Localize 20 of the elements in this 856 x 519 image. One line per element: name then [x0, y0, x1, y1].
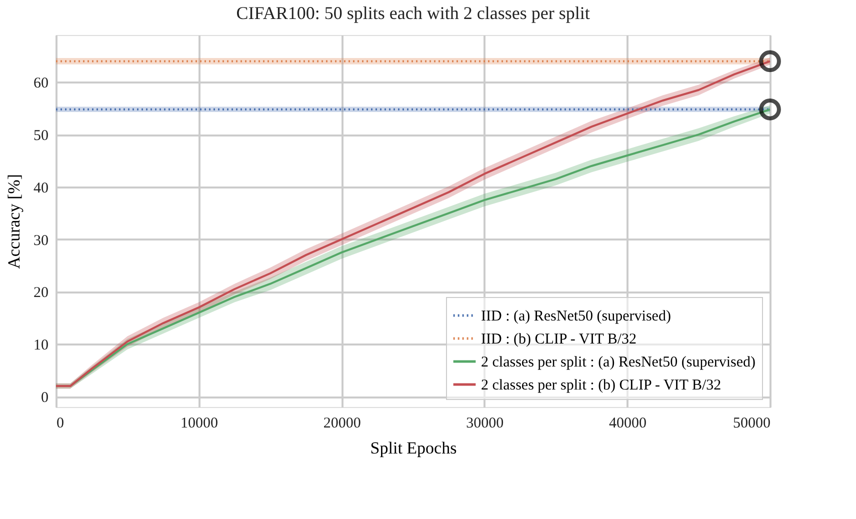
legend-label: IID : (a) ResNet50 (supervised) [481, 308, 671, 324]
y-tick-label: 40 [34, 180, 48, 196]
legend-label: 2 classes per split : (b) CLIP - VIT B/32 [481, 378, 722, 394]
legend-label: IID : (b) CLIP - VIT B/32 [481, 332, 637, 348]
y-tick-label: 50 [34, 128, 48, 144]
y-axis-title: Accuracy [%] [4, 174, 24, 269]
x-tick-label: 20000 [323, 416, 361, 432]
x-tick-label: 10000 [180, 416, 218, 432]
y-tick-label: 30 [34, 232, 48, 249]
y-tick-label: 20 [34, 285, 48, 302]
x-tick-label: 0 [56, 416, 64, 432]
y-tick-label: 60 [34, 76, 48, 92]
x-tick-label: 30000 [466, 416, 504, 432]
chart-title: CIFAR100: 50 splits each with 2 classes per split [236, 3, 590, 23]
y-tick-label: 0 [41, 390, 48, 406]
legend-label: 2 classes per split : (a) ResNet50 (supervised) [481, 354, 756, 370]
y-tick-label: 10 [34, 338, 48, 354]
x-tick-label: 40000 [608, 416, 646, 432]
x-axis-title: Split Epochs [370, 438, 457, 458]
x-tick-label: 50000 [733, 416, 770, 432]
